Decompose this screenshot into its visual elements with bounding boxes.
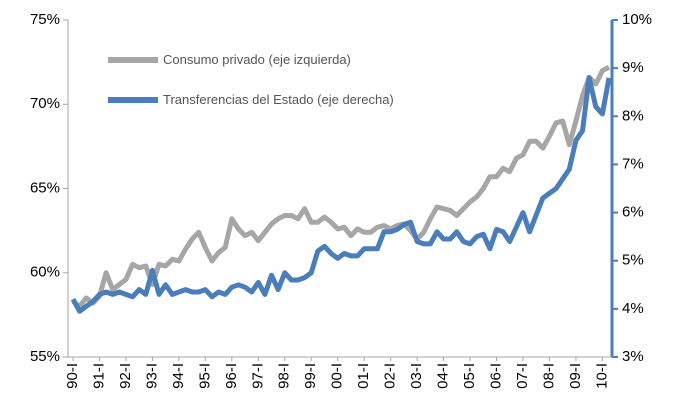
y-tick-label: 55% xyxy=(30,348,60,365)
x-tick-label: 06-I xyxy=(487,363,504,389)
x-tick-label: 05-I xyxy=(461,363,478,389)
y-tick-label: 75% xyxy=(30,11,60,28)
x-tick-label: 10-I xyxy=(593,363,610,389)
x-tick-label: 92-I xyxy=(117,363,134,389)
x-tick-label: 91-I xyxy=(90,363,107,389)
y2-tick-label: 5% xyxy=(622,252,644,269)
y-tick-label: 60% xyxy=(30,264,60,281)
x-tick-label: 99-I xyxy=(302,363,319,389)
y2-tick-label: 7% xyxy=(622,155,644,172)
x-tick-label: 94-I xyxy=(170,363,187,389)
x-tick-label: 98-I xyxy=(276,363,293,389)
legend-label: Consumo privado (eje izquierda) xyxy=(163,52,351,67)
y-tick-label: 65% xyxy=(30,179,60,196)
y2-tick-label: 6% xyxy=(622,204,644,221)
x-tick-label: 93-I xyxy=(143,363,160,389)
y2-tick-label: 9% xyxy=(622,59,644,76)
x-tick-label: 08-I xyxy=(540,363,557,389)
series-line xyxy=(71,64,611,309)
x-tick-label: 01-I xyxy=(355,363,372,389)
x-tick-label: 04-I xyxy=(435,363,452,389)
legend-label: Transferencias del Estado (eje derecha) xyxy=(163,92,394,107)
x-tick-label: 97-I xyxy=(249,363,266,389)
x-tick-label: 00-I xyxy=(329,363,346,389)
y2-tick-label: 8% xyxy=(622,107,644,124)
x-tick-label: 07-I xyxy=(514,363,531,389)
x-tick-label: 90-I xyxy=(64,363,81,389)
y2-tick-label: 3% xyxy=(622,348,644,365)
y2-tick-label: 10% xyxy=(622,11,652,28)
x-tick-label: 02-I xyxy=(382,363,399,389)
series-line xyxy=(70,75,612,314)
x-tick-label: 09-I xyxy=(567,363,584,389)
x-tick-label: 96-I xyxy=(223,363,240,389)
y-tick-label: 70% xyxy=(30,95,60,112)
x-tick-label: 95-I xyxy=(196,363,213,389)
x-tick-label: 03-I xyxy=(408,363,425,389)
y2-tick-label: 4% xyxy=(622,300,644,317)
